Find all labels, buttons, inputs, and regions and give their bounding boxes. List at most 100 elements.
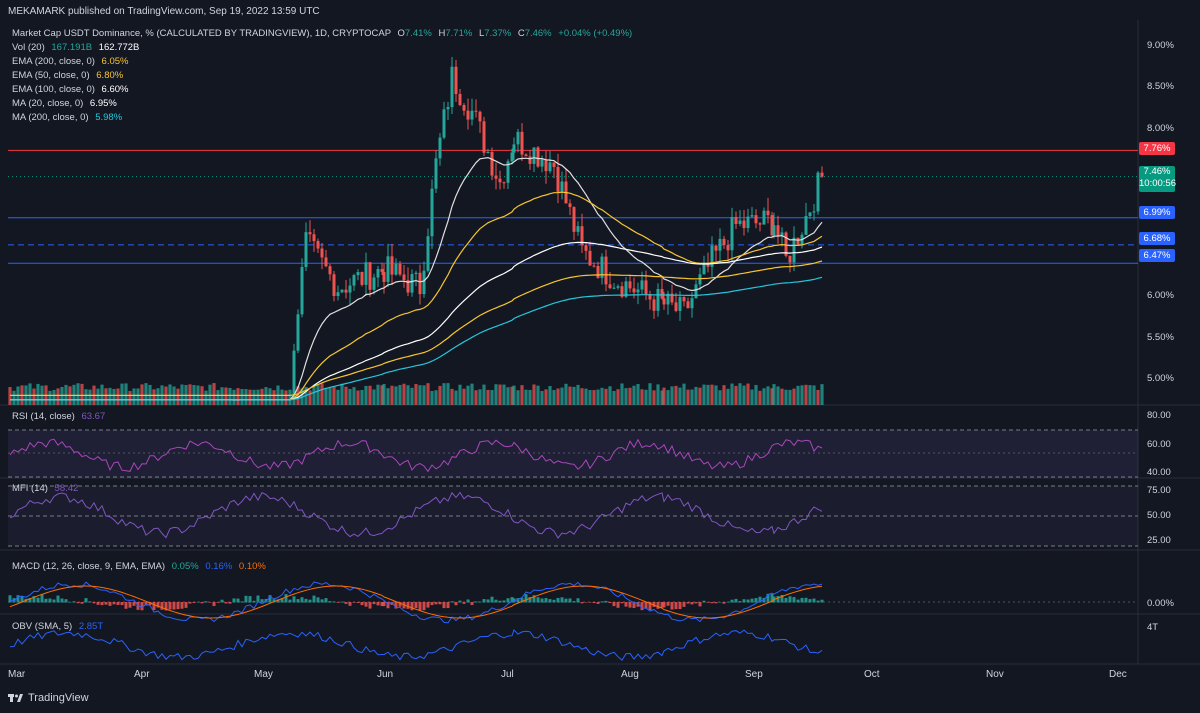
volume-bar [224, 387, 228, 405]
volume-bar [248, 389, 252, 405]
volume-bar [390, 385, 394, 405]
ma-line [10, 276, 823, 401]
macd-legend[interactable]: MACD (12, 26, close, 9, EMA, EMA) 0.05% … [12, 561, 266, 572]
volume-bar [180, 384, 184, 405]
volume-bar [12, 390, 16, 405]
ma-line [10, 191, 823, 401]
volume-bar [144, 383, 148, 405]
legend-ema50[interactable]: EMA (50, close, 0) 6.80% [12, 70, 123, 81]
macd-hist-bar [188, 602, 192, 604]
macd-hist-bar [140, 602, 144, 611]
volume-bar [524, 389, 528, 405]
time-label: Dec [1109, 669, 1127, 680]
macd-hist-bar [164, 602, 168, 611]
candle-body [812, 211, 816, 213]
volume-bar [800, 385, 804, 405]
mfi-legend[interactable]: MFI (14) 58.42 [12, 483, 78, 494]
legend-ema200[interactable]: EMA (200, close, 0) 6.05% [12, 56, 128, 67]
candle-body [584, 245, 588, 251]
volume-bar [356, 390, 360, 405]
macd-hist-bar [376, 602, 380, 606]
macd-hist-bar [160, 602, 164, 610]
legend-ma20[interactable]: MA (20, close, 0) 6.95% [12, 98, 117, 109]
volume-bar [232, 389, 236, 405]
macd-hist-bar [256, 595, 260, 603]
volume-bar [628, 387, 632, 405]
publisher-line: MEKAMARK published on TradingView.com, S… [8, 6, 320, 17]
volume-bar [812, 385, 816, 405]
macd-hist-bar [204, 601, 208, 603]
candle-body [656, 289, 660, 311]
macd-hist-bar [364, 602, 368, 607]
volume-bar [462, 388, 466, 405]
volume-bar [776, 386, 780, 405]
macd-tick: 0.00% [1147, 598, 1174, 609]
volume-bar [458, 384, 462, 405]
volume-bar [188, 384, 192, 405]
macd-hist-bar [572, 601, 576, 603]
volume-bar [288, 389, 292, 405]
candle-body [364, 262, 368, 285]
candle-body [718, 238, 722, 251]
volume-bar [156, 388, 160, 405]
time-label: Mar [8, 669, 26, 680]
macd-hist-bar [560, 597, 564, 603]
macd-hist-bar [474, 601, 478, 603]
macd-hist-bar [240, 601, 244, 603]
macd-hist-bar [40, 594, 44, 603]
volume-bar [490, 390, 494, 405]
candle-body [780, 232, 784, 236]
macd-hist-bar [410, 602, 414, 611]
candle-body [608, 284, 612, 289]
macd-line [9, 581, 823, 624]
symbol-title[interactable]: Market Cap USDT Dominance, % (CALCULATED… [12, 28, 391, 39]
volume-bar [796, 385, 800, 405]
ema200-value: 6.05% [101, 56, 129, 67]
grid-lines [0, 20, 1200, 665]
macd-hist-bar [596, 602, 600, 604]
level-label-red: 7.76% [1139, 142, 1175, 155]
candle-body [502, 182, 506, 184]
macd-hist-bar [512, 598, 516, 603]
candles[interactable] [292, 56, 824, 400]
macd-hist-bar [32, 596, 36, 603]
obv-legend[interactable]: OBV (SMA, 5) 2.85T [12, 621, 103, 632]
macd-hist-bar [336, 602, 340, 603]
volume-bar [660, 390, 664, 405]
candle-body [628, 281, 632, 289]
volume-bar [698, 387, 702, 405]
macd-hist-bar [168, 602, 172, 610]
volume-bar [780, 388, 784, 405]
candle-body [478, 111, 482, 122]
macd-hist-bar [588, 602, 592, 603]
macd-hist-bar [414, 602, 418, 609]
obv-value: 2.85T [78, 621, 104, 632]
volume-bar [820, 384, 824, 405]
volume-bar [656, 384, 660, 405]
legend-ema100[interactable]: EMA (100, close, 0) 6.60% [12, 84, 128, 95]
candle-body [772, 225, 776, 236]
volume-bar [36, 383, 40, 405]
time-label: Nov [986, 669, 1004, 680]
macd-hist-bar [100, 602, 104, 606]
h-label: H [438, 28, 446, 39]
legend-ma200[interactable]: MA (200, close, 0) 5.98% [12, 112, 122, 123]
macd-hist-bar [482, 599, 486, 603]
macd-hist-bar [68, 601, 72, 603]
volume-bar [466, 385, 470, 405]
rsi-legend[interactable]: RSI (14, close) 63.67 [12, 411, 105, 422]
price-tick: 5.50% [1147, 332, 1174, 343]
macd-hist-bar [540, 598, 544, 603]
macd-hist-bar [466, 599, 470, 603]
legend-vol[interactable]: Vol (20) 167.191B 162.772B [12, 42, 139, 53]
macd-hist-bar [738, 601, 742, 603]
footer-brand[interactable]: TradingView [8, 692, 89, 704]
volume-bar [256, 389, 260, 405]
macd-hist-bar [36, 597, 40, 603]
volume-bar [32, 388, 36, 405]
candle-body [600, 256, 604, 278]
volume-bar [730, 383, 734, 405]
macd-hist-bar [678, 602, 682, 610]
volume-bar [470, 383, 474, 405]
macd-hist-bar [216, 602, 220, 603]
